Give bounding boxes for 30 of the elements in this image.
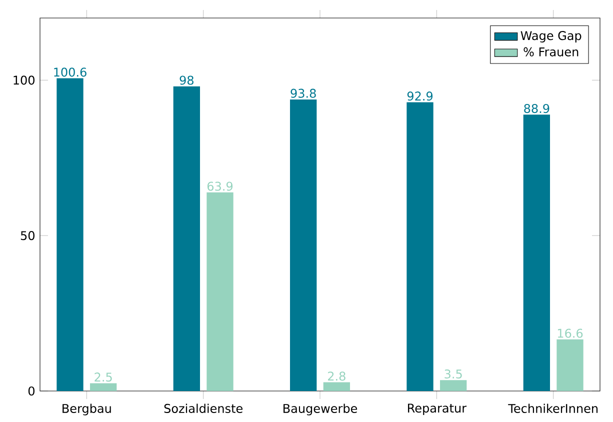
bar [173, 86, 200, 391]
bar [56, 78, 84, 391]
bar [90, 383, 117, 391]
x-tick-label: Reparatur [408, 404, 467, 415]
data-label: 2.5 [94, 372, 112, 382]
x-tick-label: Sozialdienste [164, 404, 243, 413]
bar [440, 380, 467, 391]
legend-label: Wage Gap [520, 31, 582, 42]
bar [406, 102, 434, 391]
data-label: 88.9 [524, 104, 550, 114]
x-tick-label: Bergbau [62, 404, 111, 416]
data-label: 3.5 [444, 369, 462, 379]
legend-label: % Frauen [524, 47, 578, 56]
data-label: 2.8 [328, 372, 346, 381]
y-tick-label: 0 [28, 386, 34, 396]
y-tick-label: 50 [20, 231, 34, 240]
bar [206, 192, 234, 391]
data-label: 98 [180, 76, 194, 85]
y-tick-label: 100 [14, 76, 34, 85]
data-label: 63.9 [207, 182, 233, 191]
x-tick-label: Baugewerbe [284, 404, 358, 416]
data-label: 92.9 [407, 92, 433, 101]
bar [556, 339, 584, 391]
data-label: 93.8 [290, 88, 316, 98]
bar [323, 382, 350, 391]
data-label: 16.6 [558, 328, 583, 338]
bar [523, 114, 550, 391]
bar [290, 99, 317, 391]
data-label: 100.6 [54, 68, 86, 77]
x-tick-label: TechnikerInnen [508, 404, 598, 413]
